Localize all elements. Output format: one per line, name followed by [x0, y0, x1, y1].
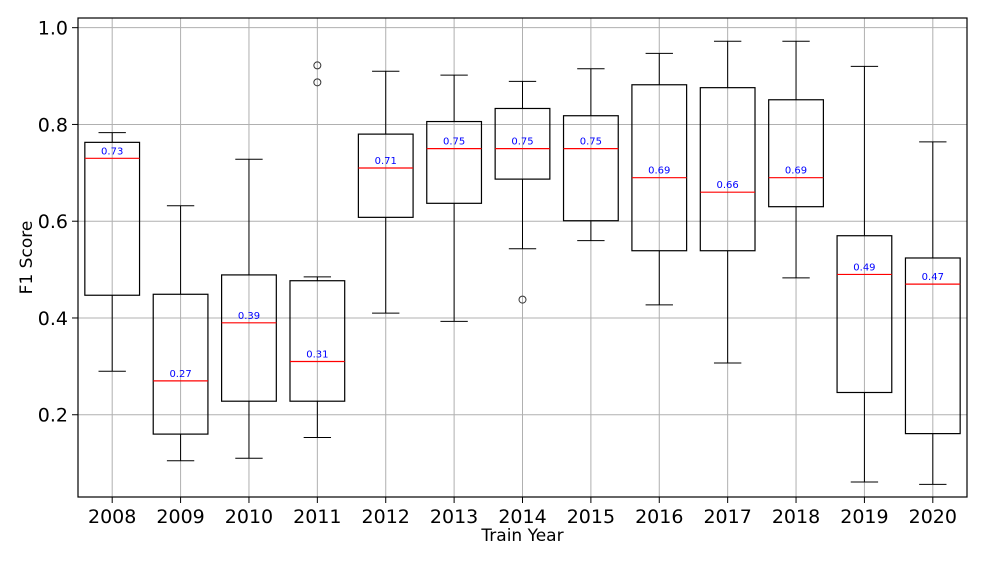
x-axis-label: Train Year [480, 526, 563, 546]
x-tick-label: 2020 [909, 506, 957, 528]
outlier-point [313, 78, 322, 87]
median-label: 0.69 [648, 166, 670, 177]
box-2015: 0.75 [562, 68, 619, 242]
x-tick-label: 2018 [772, 506, 820, 528]
outlier-point [518, 295, 527, 304]
box-2011: 0.31 [289, 61, 346, 438]
median-label: 0.66 [717, 180, 739, 191]
median-label: 0.49 [853, 262, 875, 273]
y-tick-label: 0.8 [38, 114, 68, 136]
box-body [426, 120, 483, 204]
median-label: 0.75 [443, 137, 465, 148]
outlier-point [313, 61, 322, 70]
box-2013: 0.75 [426, 74, 483, 322]
box-body [494, 107, 551, 180]
y-tick-label: 1.0 [38, 18, 68, 40]
y-tick-label: 0.6 [38, 211, 68, 233]
median-label: 0.71 [375, 156, 397, 167]
box-2019: 0.49 [836, 65, 893, 483]
x-tick-label: 2019 [840, 506, 888, 528]
box-body [289, 280, 346, 402]
x-tick-label: 2017 [703, 506, 751, 528]
box-series: 0.73 0.27 0.39 0.31 0.71 0.75 0.75 0.75 0.69 0.66… [84, 40, 961, 485]
median-label: 0.75 [511, 137, 533, 148]
box-body [836, 235, 893, 394]
box-body [631, 84, 688, 252]
y-tick-label: 0.2 [38, 405, 68, 427]
y-tick-label: 0.4 [38, 308, 68, 330]
box-body [904, 257, 961, 435]
box-2020: 0.47 [904, 141, 961, 485]
box-body [562, 115, 619, 222]
y-axis-label: F1 Score [17, 221, 37, 295]
median-label: 0.47 [922, 272, 944, 283]
median-label: 0.69 [785, 166, 807, 177]
median-label: 0.27 [169, 369, 191, 380]
box-2012: 0.71 [357, 70, 414, 314]
box-body [699, 87, 756, 252]
y-axis: 0.2 0.4 0.6 0.8 1.0 [38, 18, 78, 427]
median-label: 0.39 [238, 311, 260, 322]
x-tick-label: 2016 [635, 506, 683, 528]
box-2016: 0.69 [631, 52, 688, 306]
box-2010: 0.39 [221, 158, 277, 459]
box-body [221, 274, 277, 402]
box-body [152, 293, 209, 435]
x-axis: 2008 2009 2010 2011 2012 2013 2014 2015 2016 2017… [88, 497, 957, 528]
box-2009: 0.27 [152, 205, 209, 462]
median-label: 0.73 [101, 146, 123, 157]
median-label: 0.31 [306, 350, 328, 361]
box-2017: 0.66 [699, 40, 756, 364]
x-tick-label: 2015 [567, 506, 615, 528]
box-body [357, 133, 414, 218]
x-tick-label: 2008 [88, 506, 136, 528]
x-tick-label: 2010 [225, 506, 273, 528]
x-tick-label: 2013 [430, 506, 478, 528]
box-body [84, 141, 141, 296]
box-2008: 0.73 [84, 132, 141, 372]
x-tick-label: 2009 [156, 506, 204, 528]
x-tick-label: 2012 [362, 506, 410, 528]
x-tick-label: 2011 [293, 506, 341, 528]
x-tick-label: 2014 [498, 506, 546, 528]
box-2018: 0.69 [768, 40, 824, 279]
box-body [768, 99, 824, 208]
median-label: 0.75 [580, 137, 602, 148]
box-2014: 0.75 [494, 80, 551, 304]
